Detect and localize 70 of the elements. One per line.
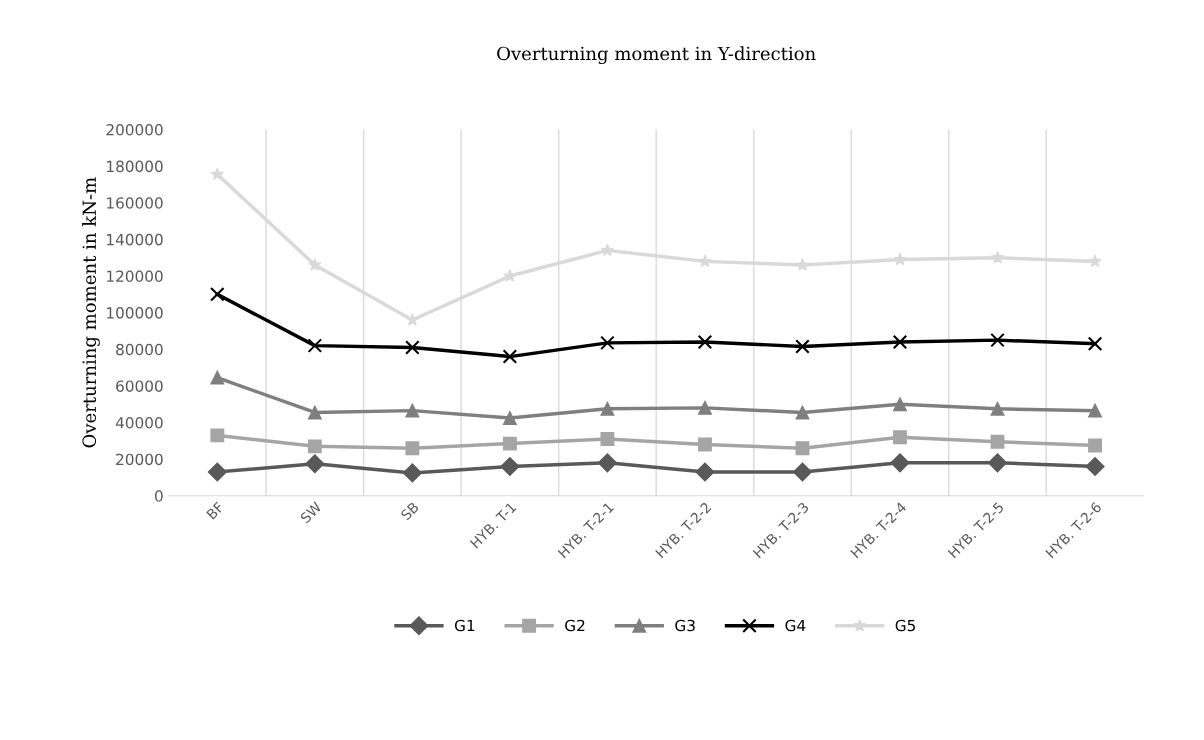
point: [697, 334, 713, 350]
point: [502, 411, 517, 425]
legend-label: G1: [454, 619, 475, 632]
point: [795, 339, 810, 354]
point: [990, 401, 1005, 416]
point: [1087, 336, 1103, 352]
x-tick-label: SB: [400, 501, 420, 521]
point: [210, 167, 224, 181]
point: [893, 397, 907, 412]
y-tick-label: 100000: [107, 307, 163, 319]
point: [405, 441, 420, 456]
point: [210, 287, 225, 302]
y-tick-label: 160000: [107, 197, 163, 209]
point: [890, 453, 910, 473]
y-tick-label: 120000: [107, 270, 163, 283]
point: [600, 401, 615, 416]
legend-label: G5: [895, 619, 915, 632]
point: [795, 258, 810, 271]
point: [597, 453, 617, 473]
point: [308, 258, 322, 271]
point: [893, 252, 907, 266]
legend-label: G4: [785, 619, 806, 632]
point: [697, 437, 712, 452]
y-tick-label: 60000: [116, 380, 163, 392]
point: [405, 403, 420, 418]
point: [502, 349, 518, 364]
point: [600, 335, 615, 351]
point: [695, 462, 715, 482]
point: [307, 439, 322, 454]
y-tick-label: 20000: [116, 453, 163, 466]
point: [1088, 403, 1102, 418]
point: [990, 250, 1005, 264]
chart-title: Overturning moment in Y-direction: [497, 46, 816, 65]
y-tick-label: 180000: [107, 160, 163, 173]
point: [600, 432, 615, 446]
point: [1088, 254, 1102, 268]
x-tick-label: SW: [299, 501, 323, 524]
point: [405, 313, 420, 326]
point: [402, 463, 422, 483]
point: [305, 454, 325, 474]
point: [210, 370, 225, 385]
y-tick-label: 80000: [116, 343, 163, 356]
point: [210, 428, 225, 443]
point: [893, 430, 907, 445]
point: [792, 462, 813, 482]
point: [307, 338, 323, 353]
legend-label: G2: [565, 619, 585, 632]
y-tick-label: 40000: [115, 417, 163, 429]
y-axis-title: Overturning moment in kN-m: [82, 177, 100, 448]
point: [1088, 438, 1102, 453]
x-tick-label: BF: [206, 501, 225, 520]
point: [500, 456, 520, 477]
point: [502, 436, 517, 451]
point: [697, 400, 712, 415]
point: [987, 453, 1008, 473]
point: [795, 441, 810, 456]
y-tick-label: 140000: [107, 233, 163, 246]
point: [307, 405, 322, 420]
point: [1085, 456, 1105, 477]
point: [698, 254, 712, 268]
point: [207, 462, 227, 482]
point: [892, 334, 908, 350]
point: [600, 243, 615, 257]
legend-label: G3: [675, 619, 695, 632]
y-tick-label: 200000: [106, 123, 163, 136]
point: [990, 332, 1005, 348]
point: [990, 434, 1005, 449]
y-tick-label: 0: [154, 490, 163, 502]
point: [405, 340, 420, 355]
point: [795, 405, 810, 420]
